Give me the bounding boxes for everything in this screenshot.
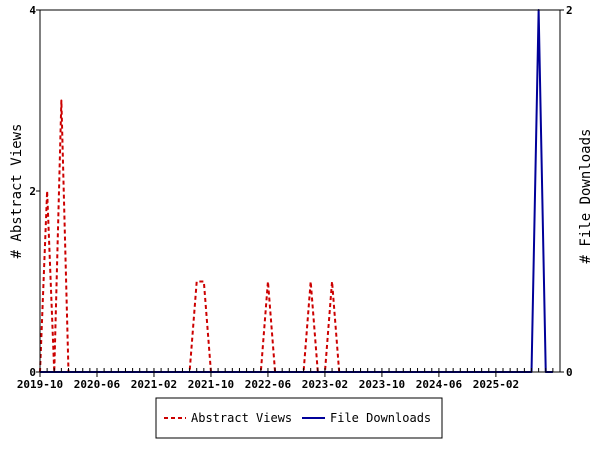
x-tick-label: 2021-10 — [188, 378, 234, 391]
y-right-axis-label: # File Downloads — [578, 129, 594, 264]
y-right-ticks: 02 — [560, 4, 573, 379]
x-tick-labels: 2019-10 2020-06 2021-02 2021-10 2022-06 2023-… — [17, 372, 519, 391]
legend-label-file-downloads: File Downloads — [330, 411, 431, 425]
x-minor-ticks — [39, 368, 561, 372]
x-tick-label: 2024-06 — [416, 378, 463, 391]
legend: Abstract Views File Downloads — [155, 397, 443, 439]
y-right-tick-label: 2 — [566, 4, 573, 17]
y-right-tick-label: 0 — [566, 366, 573, 379]
x-tick-label: 2023-02 — [302, 378, 348, 391]
y-left-tick-label: 4 — [29, 4, 36, 17]
x-tick-label: 2022-06 — [245, 378, 292, 391]
y-left-tick-label: 2 — [29, 185, 36, 198]
x-tick-label: 2020-06 — [74, 378, 121, 391]
y-left-ticks: 0 2 4 — [29, 4, 40, 379]
x-tick-label: 2025-02 — [473, 378, 519, 391]
x-tick-label: 2019-10 — [17, 378, 63, 391]
legend-box — [155, 397, 443, 439]
y-left-tick-label: 0 — [29, 366, 36, 379]
legend-label-abstract-views: Abstract Views — [191, 411, 292, 425]
y-left-axis-label: # Abstract Views — [9, 124, 25, 259]
x-tick-label: 2023-10 — [359, 378, 405, 391]
x-tick-label: 2021-02 — [131, 378, 177, 391]
